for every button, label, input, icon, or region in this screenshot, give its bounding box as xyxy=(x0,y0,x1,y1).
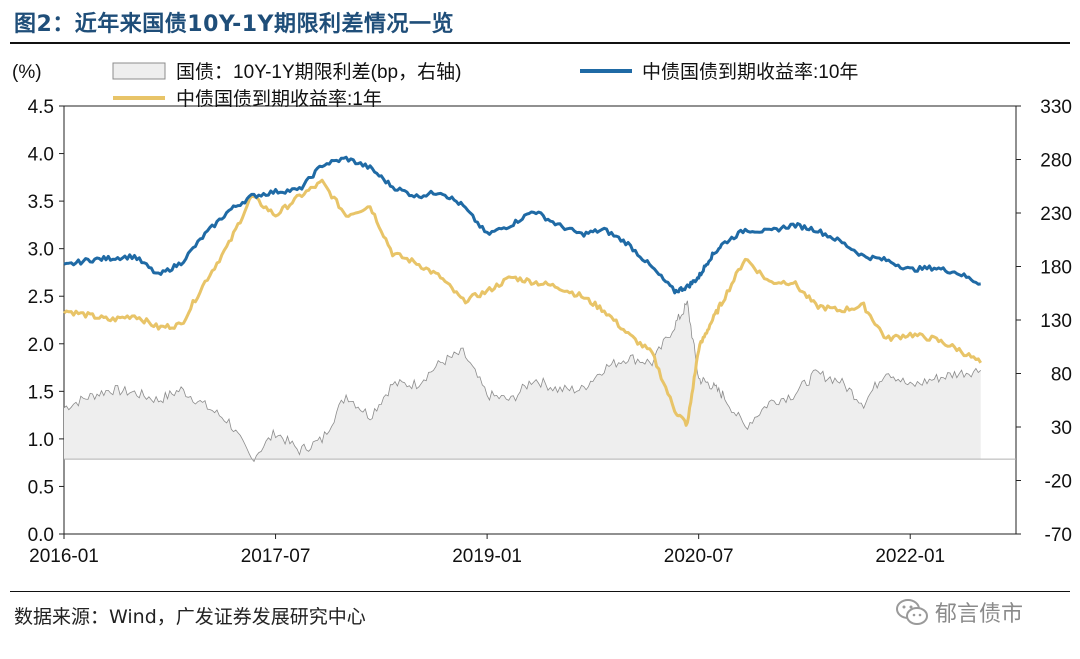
x-tick-label: 2019-01 xyxy=(452,546,522,567)
right-tick-label: -20 xyxy=(1045,472,1072,493)
legend-label-spread: 国债：10Y-1Y期限利差(bp，右轴) xyxy=(176,61,461,83)
left-tick-label: 3.5 xyxy=(28,192,54,213)
right-tick-label: 80 xyxy=(1051,365,1072,386)
left-axis-label: (%) xyxy=(12,62,42,83)
watermark: 郁言债市 xyxy=(895,596,1023,628)
lines-layer xyxy=(62,155,982,427)
right-tick-label: 30 xyxy=(1051,418,1072,439)
right-tick-label: 180 xyxy=(1040,258,1072,279)
x-tick-label: 2022-01 xyxy=(875,546,945,567)
right-tick-label: 130 xyxy=(1040,311,1072,332)
left-tick-label: 1.0 xyxy=(28,430,54,451)
legend-label-10y: 中债国债到期收益率:10年 xyxy=(642,61,858,83)
left-tick-label: 0.0 xyxy=(28,525,54,546)
spread-layer xyxy=(63,300,1016,463)
spread-area xyxy=(64,300,981,462)
left-tick-label: 3.0 xyxy=(28,240,54,261)
left-tick-label: 4.0 xyxy=(28,145,54,166)
legend-swatch-spread xyxy=(112,62,166,80)
axes: 0.0 0.5 1.0 1.5 2.0 2.5 3.0 3.5 4.0 4.5 -70 -20 30 80… xyxy=(12,62,1072,567)
bottom-rule xyxy=(10,591,1070,592)
left-tick-label: 2.0 xyxy=(28,335,54,356)
x-tick-label: 2020-07 xyxy=(664,546,734,567)
x-tick-label: 2017-07 xyxy=(241,546,311,567)
wechat-icon xyxy=(896,599,928,625)
series-10y-line xyxy=(63,155,981,295)
right-tick-label: 280 xyxy=(1040,151,1072,172)
watermark-text: 郁言债市 xyxy=(935,602,1024,627)
right-tick-label: -70 xyxy=(1045,525,1072,546)
spread-line xyxy=(63,300,981,463)
top-rule xyxy=(10,42,1070,44)
source-note: 数据来源：Wind，广发证券发展研究中心 xyxy=(14,606,366,628)
left-tick-label: 4.5 xyxy=(28,97,54,118)
left-tick-label: 0.5 xyxy=(28,477,54,498)
legend: 国债：10Y-1Y期限利差(bp，右轴) 中债国债到期收益率:10年中债国债到期收… xyxy=(112,61,858,110)
right-tick-label: 330 xyxy=(1040,97,1072,118)
right-tick-label: 230 xyxy=(1040,204,1072,225)
chart-title: 图2：近年来国债10Y-1Y期限利差情况一览 xyxy=(14,12,454,37)
chart: 0.0 0.5 1.0 1.5 2.0 2.5 3.0 3.5 4.0 4.5 -70 -20 30 80… xyxy=(12,61,1072,567)
series-1y-line xyxy=(62,178,982,427)
left-tick-label: 2.5 xyxy=(28,287,54,308)
x-tick-label: 2016-01 xyxy=(29,546,99,567)
left-tick-label: 1.5 xyxy=(28,382,54,403)
legend-label-1y: 中债国债到期收益率:1年 xyxy=(176,88,382,110)
